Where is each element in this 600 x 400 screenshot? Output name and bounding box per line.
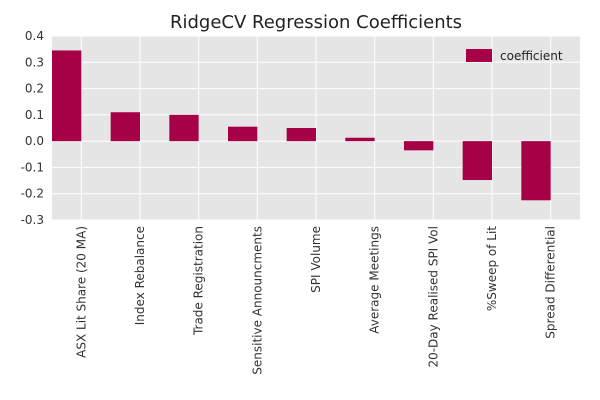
x-tick-label: %Sweep of Lit xyxy=(485,226,499,311)
x-tick-label: SPI Volume xyxy=(309,226,323,293)
bar xyxy=(404,141,434,151)
bar xyxy=(345,137,375,142)
x-tick-label: Index Rebalance xyxy=(133,226,147,325)
chart-title: RidgeCV Regression Coefficients xyxy=(170,12,462,33)
y-tick-label: -0.3 xyxy=(21,213,44,227)
bar xyxy=(228,126,258,142)
legend-label: coefficient xyxy=(500,49,563,63)
y-tick-label: -0.2 xyxy=(21,187,44,201)
y-tick-label: 0.0 xyxy=(25,134,44,148)
x-tick-label: Trade Registration xyxy=(192,226,206,336)
y-axis-ticks: -0.3 -0.2 -0.1 0.0 0.1 0.2 0.3 0.4 xyxy=(21,29,44,227)
x-tick-label: Sensitive Announcments xyxy=(250,226,264,375)
bar xyxy=(462,141,492,181)
y-tick-label: 0.2 xyxy=(25,82,44,96)
x-tick-label: ASX Lit Share (20 MA) xyxy=(74,226,88,358)
y-tick-label: -0.1 xyxy=(21,160,44,174)
legend: coefficient xyxy=(466,49,563,63)
bar xyxy=(286,128,316,142)
bar xyxy=(52,50,82,142)
bar xyxy=(521,141,551,201)
x-tick-label: 20-Day Realised SPI Vol xyxy=(426,226,440,368)
bars xyxy=(52,50,551,201)
x-axis-ticks: ASX Lit Share (20 MA) Index Rebalance Trad… xyxy=(74,226,557,375)
x-tick-label: Spread Differential xyxy=(544,226,558,339)
legend-swatch xyxy=(466,49,492,62)
y-tick-label: 0.1 xyxy=(25,108,44,122)
bar xyxy=(110,112,140,142)
bar xyxy=(169,114,199,142)
y-tick-label: 0.4 xyxy=(25,29,44,43)
x-tick-label: Average Meetings xyxy=(368,226,382,334)
y-tick-label: 0.3 xyxy=(25,55,44,69)
